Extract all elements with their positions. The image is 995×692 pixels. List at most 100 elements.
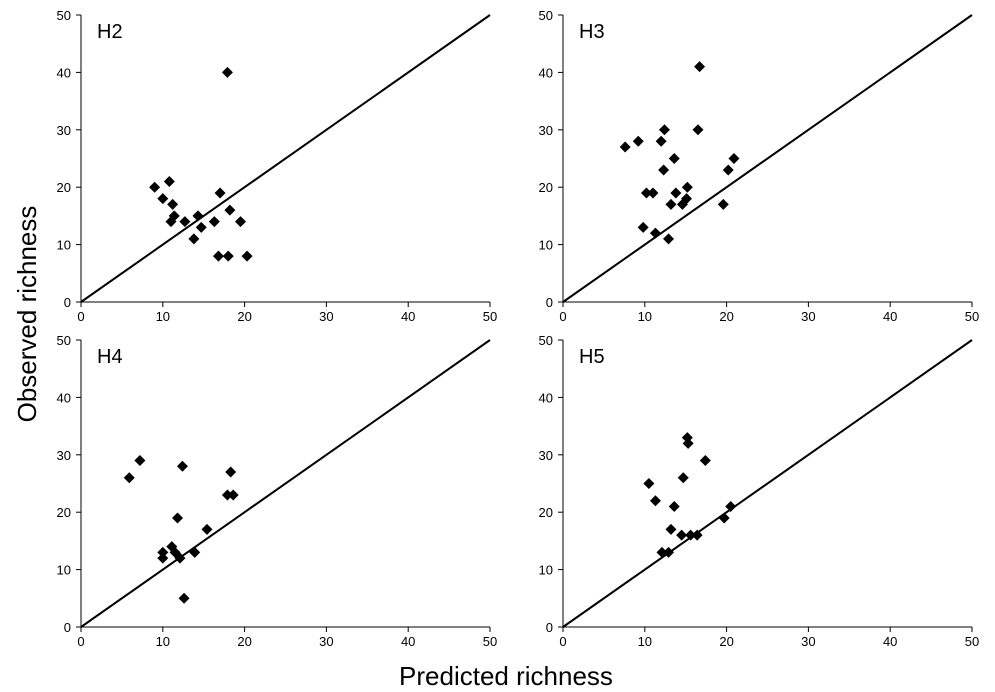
- x-tick-label: 0: [77, 634, 84, 649]
- x-tick-label: 30: [319, 634, 333, 649]
- data-point: [163, 175, 175, 187]
- data-point: [632, 135, 644, 147]
- data-point: [682, 437, 694, 449]
- panel-label: H2: [97, 21, 123, 43]
- data-point: [619, 141, 631, 153]
- data-point: [192, 210, 204, 222]
- y-tick-label: 10: [57, 563, 71, 578]
- data-point: [212, 250, 224, 262]
- y-tick-label: 30: [57, 448, 71, 463]
- data-point: [167, 198, 179, 210]
- data-point: [665, 523, 677, 535]
- y-tick-label: 0: [64, 295, 71, 310]
- y-tick-label: 10: [57, 238, 71, 253]
- data-point: [668, 153, 680, 164]
- data-point: [149, 181, 161, 193]
- data-point: [722, 164, 734, 176]
- data-point: [157, 546, 169, 558]
- panel-label: H5: [579, 346, 605, 368]
- y-tick-label: 20: [57, 180, 71, 195]
- x-tick-label: 40: [883, 309, 897, 324]
- data-point: [225, 466, 237, 478]
- data-point: [224, 204, 236, 216]
- data-point: [157, 552, 169, 564]
- x-tick-label: 50: [483, 634, 497, 649]
- y-tick-label: 50: [57, 333, 71, 348]
- data-point: [208, 216, 220, 228]
- x-tick-label: 0: [559, 634, 566, 649]
- y-tick-label: 40: [57, 65, 71, 80]
- y-tick-label: 20: [539, 180, 553, 195]
- x-tick-label: 10: [638, 309, 652, 324]
- y-tick-label: 0: [546, 295, 553, 310]
- y-tick-label: 40: [57, 390, 71, 405]
- data-point: [178, 592, 190, 604]
- data-point: [123, 472, 135, 484]
- y-tick-label: 50: [539, 8, 553, 23]
- y-tick-label: 40: [539, 65, 553, 80]
- data-point: [222, 250, 234, 262]
- data-point: [699, 455, 711, 467]
- y-tick-label: 0: [546, 620, 553, 635]
- data-point: [728, 153, 740, 164]
- data-point: [691, 529, 703, 541]
- data-point: [694, 61, 706, 73]
- y-tick-label: 40: [539, 390, 553, 405]
- data-point: [643, 478, 655, 489]
- data-point: [658, 164, 670, 176]
- data-point: [640, 187, 652, 199]
- x-tick-label: 0: [559, 309, 566, 324]
- y-tick-label: 50: [539, 333, 553, 348]
- panel-h5: 0 10 20 30 40 50 0 10 20 30 40 50 H5: [539, 333, 980, 649]
- data-point: [157, 193, 169, 205]
- one-to-one-line: [80, 14, 491, 303]
- data-point: [188, 233, 200, 245]
- y-axis-title: Observed richness: [12, 206, 42, 423]
- y-tick-label: 20: [539, 505, 553, 520]
- data-point: [168, 210, 180, 222]
- data-point: [665, 198, 677, 210]
- x-tick-label: 20: [719, 309, 733, 324]
- one-to-one-line: [562, 339, 973, 628]
- panel-h2: 0 10 20 30 40 50 0 10 20 30 40 50 H2: [57, 8, 498, 324]
- x-tick-label: 50: [965, 309, 979, 324]
- x-tick-label: 20: [237, 309, 251, 324]
- data-point: [681, 193, 693, 205]
- data-point: [637, 221, 649, 233]
- data-point: [221, 66, 233, 78]
- panel-label: H4: [97, 346, 123, 368]
- x-tick-label: 40: [401, 634, 415, 649]
- data-point: [692, 124, 704, 136]
- x-tick-label: 30: [801, 309, 815, 324]
- x-tick-label: 10: [156, 309, 170, 324]
- data-point: [227, 489, 239, 501]
- data-point: [179, 216, 191, 228]
- data-point: [221, 489, 233, 501]
- data-point: [649, 227, 661, 239]
- x-tick-label: 10: [638, 634, 652, 649]
- data-point: [201, 523, 213, 535]
- panel-h3: 0 10 20 30 40 50 0 10 20 30 40 50 H3: [539, 8, 980, 324]
- data-point: [172, 512, 184, 524]
- data-point: [717, 198, 729, 210]
- y-tick-label: 30: [539, 123, 553, 138]
- data-point: [668, 500, 680, 512]
- x-tick-label: 40: [401, 309, 415, 324]
- data-point: [670, 187, 682, 199]
- data-point: [174, 552, 186, 564]
- y-tick-label: 0: [64, 620, 71, 635]
- data-point: [681, 181, 693, 193]
- x-tick-label: 50: [483, 309, 497, 324]
- data-point: [725, 500, 737, 512]
- x-tick-label: 50: [965, 634, 979, 649]
- data-point: [235, 216, 247, 228]
- x-axis-title: Predicted richness: [399, 661, 613, 691]
- one-to-one-line: [80, 339, 491, 628]
- panel-h4: 0 10 20 30 40 50 0 10 20 30 40 50 H4: [57, 333, 498, 649]
- data-point: [176, 460, 188, 472]
- y-tick-label: 30: [57, 123, 71, 138]
- data-point: [647, 187, 659, 199]
- data-point: [241, 250, 253, 262]
- x-tick-label: 20: [237, 634, 251, 649]
- x-tick-label: 0: [77, 309, 84, 324]
